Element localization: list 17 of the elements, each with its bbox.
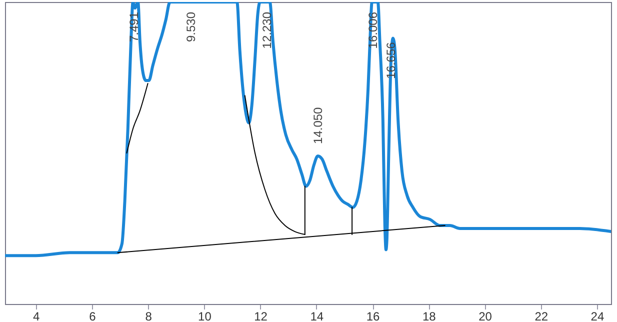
x-tick-label: 14	[310, 310, 324, 322]
annotation: 9.530	[184, 12, 198, 42]
x-tick-label: 18	[422, 310, 436, 322]
x-tick-label: 24	[590, 310, 604, 322]
x-tick-label: 10	[198, 310, 212, 322]
x-tick-label: 8	[145, 310, 152, 322]
x-tick-label: 4	[33, 310, 40, 322]
annotation: 14.050	[310, 106, 325, 144]
x-tick-label: 16	[366, 310, 380, 322]
x-tick-label: 20	[478, 310, 492, 322]
x-tick-label: 22	[534, 310, 548, 322]
annotation: 12.230	[260, 12, 274, 49]
x-tick-label: 6	[89, 310, 96, 322]
annotation: 16.006	[366, 12, 380, 49]
annotation: 7.491	[126, 12, 141, 42]
annotation: 16.656	[384, 42, 398, 79]
x-tick-label: 12	[254, 310, 268, 322]
